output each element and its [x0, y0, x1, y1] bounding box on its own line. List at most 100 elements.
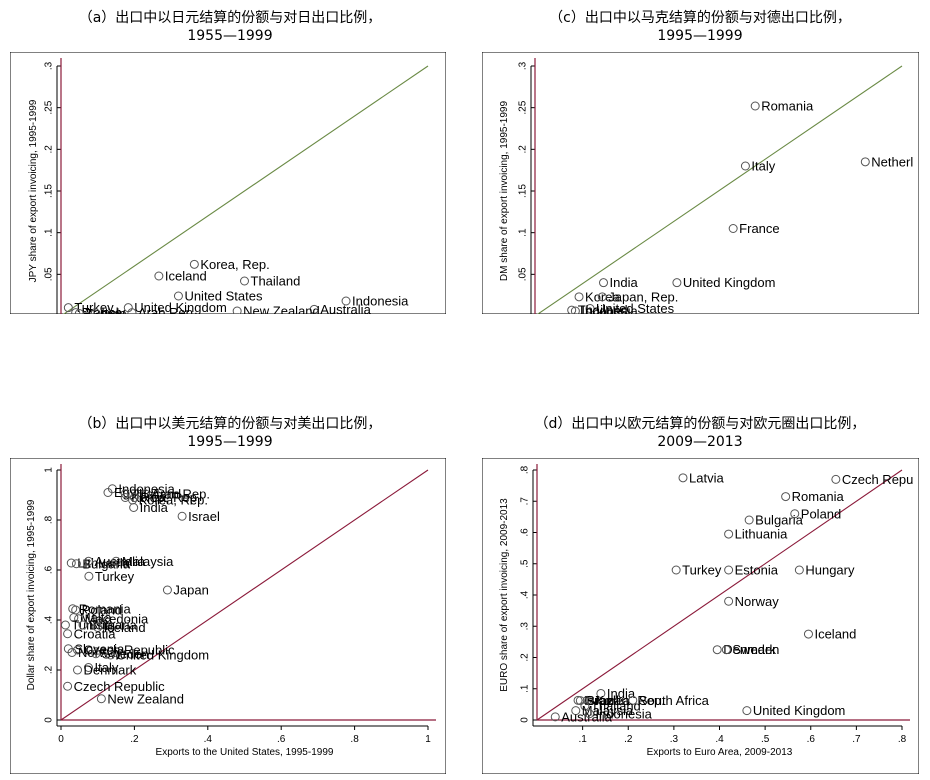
data-point [803, 629, 813, 639]
data-point [628, 695, 638, 705]
x-tick-label: .2 [301, 330, 310, 341]
data-point [78, 620, 88, 630]
y-tick-label: .25 [44, 100, 55, 114]
data-point [724, 596, 734, 606]
y-tick-label: .4 [44, 615, 55, 624]
data-point [106, 650, 116, 660]
x-tick-label: 0 [532, 330, 538, 341]
y-tick-label: 0 [44, 313, 55, 319]
data-point [60, 620, 70, 630]
point-label: Malaysia [582, 703, 634, 718]
y-tick-label: .7 [520, 497, 531, 506]
data-point [84, 556, 94, 566]
panel-a-title: （a）出口中以日元结算的份额与对日出口比例， [79, 10, 382, 26]
point-label: Romania [792, 489, 845, 504]
point-label: Norway [735, 594, 780, 609]
point-label: United Kingdom [134, 300, 227, 315]
point-label: Indonesia [118, 481, 175, 496]
y-tick-label: .8 [44, 515, 55, 524]
data-point [744, 515, 754, 525]
point-label: Turkey [682, 563, 722, 578]
diagonal-45-line [536, 469, 903, 721]
data-point [66, 558, 76, 568]
data-point [571, 706, 581, 716]
data-point [584, 695, 594, 705]
data-point [103, 488, 113, 497]
y-tick-label: .2 [44, 665, 55, 674]
point-label: Italy [751, 159, 775, 174]
data-point [84, 663, 94, 672]
data-point [341, 296, 351, 306]
x-tick-label: .2 [130, 734, 139, 745]
point-label: Arab Rep. [138, 305, 197, 320]
point-label: Macedonia [85, 611, 149, 626]
point-label: Israel [584, 693, 616, 708]
point-label: France [82, 305, 122, 320]
point-label: Brazil [586, 693, 619, 708]
y-tick-label: .15 [44, 184, 55, 198]
point-label: Tunisia [85, 306, 127, 321]
x-axis-label: Exports to Germany, 1995-1999 [648, 343, 790, 354]
point-label: Italy [95, 660, 119, 675]
panel-b-title: （b）出口中以美元结算的份额与对美出口比例， [79, 416, 382, 432]
point-label: India [607, 686, 636, 701]
y-tick-label: .3 [520, 622, 531, 631]
point-label: Lithuania [77, 556, 131, 571]
point-label: Bulgaria [755, 513, 803, 528]
x-tick-label: .4 [204, 734, 213, 745]
data-point [550, 712, 560, 722]
data-point [584, 709, 594, 719]
data-point [575, 696, 585, 706]
y-tick-label: .6 [520, 528, 531, 537]
point-label: United States [596, 301, 675, 316]
data-point [129, 503, 139, 512]
point-label: Israel [188, 509, 220, 524]
data-point [596, 688, 606, 698]
y-axis-label: JPY share of export invoicing, 1995-1999 [28, 99, 39, 282]
data-point [63, 681, 73, 691]
data-point [672, 278, 682, 288]
diagonal-45-line [62, 65, 429, 314]
data-point [599, 278, 609, 288]
x-tick-label: .1 [653, 330, 662, 341]
data-point [724, 529, 734, 539]
data-point [73, 645, 83, 655]
point-label: Romania [79, 601, 132, 616]
data-point [91, 649, 101, 659]
panel-c-subtitle: 1995—1999 [657, 28, 742, 44]
point-label: Korea, Rep. [595, 693, 664, 708]
point-label: Iceland [104, 620, 146, 635]
point-label: Korea [585, 289, 620, 304]
data-point [671, 565, 681, 575]
point-label: Hungary [805, 563, 855, 578]
y-tick-label: .25 [518, 100, 529, 114]
y-tick-label: .1 [518, 228, 529, 237]
data-point [162, 585, 172, 595]
y-tick-label: .1 [44, 228, 55, 237]
point-label: Poland [801, 506, 841, 521]
data-point [63, 303, 73, 313]
data-point [111, 556, 121, 566]
data-point [240, 276, 249, 286]
y-axis-label: EURO share of export invoicing, 2009-201… [499, 498, 510, 692]
point-label: United States [184, 289, 263, 304]
panel-d-title: （d）出口中以欧元结算的份额与对欧元圈出口比例， [535, 416, 866, 432]
x-tick-label: .1 [578, 734, 587, 745]
point-label: Sweden [732, 642, 779, 657]
x-tick-label: .5 [761, 734, 770, 745]
point-label: Denmark [84, 663, 137, 678]
x-tick-label: .4 [715, 734, 724, 745]
point-label: Korea, Rep. [200, 257, 269, 272]
y-tick-label: 1 [44, 467, 55, 473]
data-point [728, 224, 738, 233]
point-label: United Kingdom [683, 275, 776, 290]
data-point [724, 565, 734, 575]
x-tick-label: .3 [424, 330, 433, 341]
x-tick-label: .25 [834, 330, 848, 341]
x-tick-label: .6 [807, 734, 816, 745]
data-point [574, 292, 584, 302]
panel-d-chart: 0 .1 .2 .3 .4 .5 .6 .7 .8 .1 .2 .3 .4 .5 .6 .7 .8 Latvia C… [482, 458, 919, 774]
point-label: Thailand [251, 274, 301, 289]
x-tick-label: .15 [712, 330, 726, 341]
